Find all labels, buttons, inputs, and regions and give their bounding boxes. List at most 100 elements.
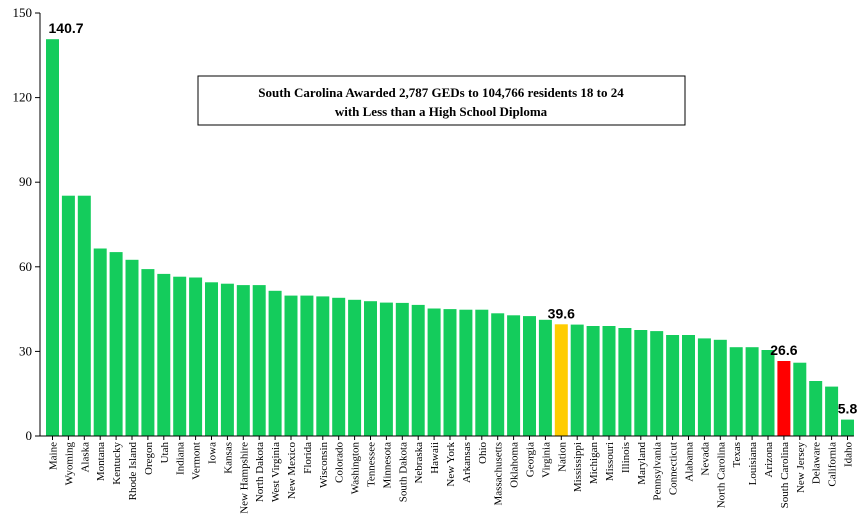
x-tick-label: Colorado xyxy=(334,442,346,483)
bar-hawaii xyxy=(427,308,441,436)
y-tick-label: 120 xyxy=(13,90,33,105)
x-tick-label: Nebraska xyxy=(413,442,425,484)
x-tick-label: Nevada xyxy=(699,442,711,476)
bar-kentucky xyxy=(109,252,123,436)
bar-wisconsin xyxy=(316,296,330,436)
x-tick-label: Mississippi xyxy=(572,442,584,492)
x-tick-label: Virginia xyxy=(540,442,552,478)
bar-minnesota xyxy=(379,302,393,436)
bar-nevada xyxy=(697,338,711,436)
bar-maine xyxy=(46,39,59,436)
y-tick-label: 30 xyxy=(19,343,32,358)
x-tick-label: Arkansas xyxy=(461,442,473,483)
x-tick-label: South Carolina xyxy=(779,442,791,508)
bar-south-dakota xyxy=(395,302,409,436)
x-tick-label: Idaho xyxy=(843,442,855,468)
x-tick-label: California xyxy=(827,442,839,487)
x-tick-label: Missouri xyxy=(604,442,616,481)
bar-delaware xyxy=(809,381,823,436)
x-tick-label: North Dakota xyxy=(254,442,266,502)
bar-indiana xyxy=(173,276,187,436)
bar-nebraska xyxy=(411,304,425,436)
bars-group xyxy=(46,39,854,437)
x-tick-label: Michigan xyxy=(588,442,600,485)
bar-new-jersey xyxy=(793,362,807,436)
title-box-border xyxy=(197,75,686,126)
bar-tennessee xyxy=(364,301,377,436)
bar-utah xyxy=(157,273,171,436)
bar-nation xyxy=(554,324,568,436)
bar-alabama xyxy=(682,335,695,436)
x-tick-label: Rhode Island xyxy=(127,442,139,501)
x-tick-label: Alabama xyxy=(684,442,696,482)
y-tick-label: 60 xyxy=(19,259,32,274)
bar-oklahoma xyxy=(507,315,521,436)
x-tick-label: Alaska xyxy=(79,442,91,473)
bar-missouri xyxy=(602,326,616,436)
bar-ohio xyxy=(475,309,489,436)
bar-virginia xyxy=(538,319,552,436)
x-tick-label: Delaware xyxy=(811,442,823,484)
bar-rhode-island xyxy=(125,259,139,437)
bar-montana xyxy=(93,248,107,436)
x-tick-label: South Dakota xyxy=(397,442,409,502)
title-line-1: South Carolina Awarded 2,787 GEDs to 104… xyxy=(258,85,624,100)
y-tick-label: 0 xyxy=(26,428,33,443)
axes-group xyxy=(39,13,854,440)
x-tick-label: Pennsylvania xyxy=(652,442,664,501)
bar-wyoming xyxy=(61,195,75,436)
chart-title-box: South Carolina Awarded 2,787 GEDs to 104… xyxy=(197,75,686,126)
x-tick-label: Louisiana xyxy=(747,442,759,485)
x-tick-label: Florida xyxy=(302,442,314,474)
x-tick-label: Washington xyxy=(350,442,362,495)
x-tick-label: Indiana xyxy=(175,442,187,475)
x-tick-label: Utah xyxy=(159,442,171,464)
bar-alaska xyxy=(77,195,91,436)
bar-new-york xyxy=(443,309,457,436)
bar-west-virginia xyxy=(268,290,282,436)
x-tick-label: Tennessee xyxy=(366,442,378,487)
x-tick-label: Maine xyxy=(48,442,60,470)
bar-california xyxy=(825,386,839,436)
x-tick-label: Georgia xyxy=(525,442,537,477)
bar-massachusetts xyxy=(491,313,505,436)
x-tick-label: North Carolina xyxy=(715,442,727,508)
x-tick-label: Illinois xyxy=(620,442,632,473)
bar-maryland xyxy=(634,330,648,436)
bar-georgia xyxy=(523,316,536,436)
x-tick-label: Vermont xyxy=(191,442,203,480)
x-tick-label: Oregon xyxy=(143,442,155,475)
x-tick-label: West Virginia xyxy=(270,442,282,502)
x-tick-label: Wisconsin xyxy=(318,442,330,488)
x-tick-label: Kansas xyxy=(222,442,234,474)
x-tick-label: New Hampshire xyxy=(238,442,250,514)
bar-pennsylvania xyxy=(650,331,664,436)
data-label-maine: 140.7 xyxy=(49,20,84,36)
x-tick-label: Hawaii xyxy=(429,442,441,474)
title-line-2: with Less than a High School Diploma xyxy=(335,104,548,119)
bar-mississippi xyxy=(570,324,584,436)
category-labels-group: Maine Wyoming Alaska Montana Kentucky Rhode I… xyxy=(48,442,855,514)
bar-connecticut xyxy=(666,335,680,436)
x-tick-label: Maryland xyxy=(636,442,648,485)
x-tick-label: Montana xyxy=(95,442,107,481)
x-tick-label: New Jersey xyxy=(795,442,807,494)
y-tick-label: 150 xyxy=(13,5,33,20)
bar-iowa xyxy=(205,282,218,436)
x-tick-label: Connecticut xyxy=(668,442,680,495)
bar-oregon xyxy=(141,269,155,436)
x-tick-label: Massachusetts xyxy=(493,442,505,506)
bar-north-carolina xyxy=(713,339,727,436)
data-label-south-carolina: 26.6 xyxy=(770,342,797,358)
x-tick-label: New Mexico xyxy=(286,442,298,500)
x-tick-label: Oklahoma xyxy=(509,442,521,488)
x-tick-label: Ohio xyxy=(477,442,489,465)
bar-washington xyxy=(348,299,362,436)
x-tick-label: Nation xyxy=(556,442,568,472)
x-tick-label: Minnesota xyxy=(381,442,393,489)
x-tick-label: Texas xyxy=(731,442,743,468)
bar-new-mexico xyxy=(284,295,298,436)
bar-arizona xyxy=(761,350,775,436)
bar-louisiana xyxy=(745,347,759,436)
